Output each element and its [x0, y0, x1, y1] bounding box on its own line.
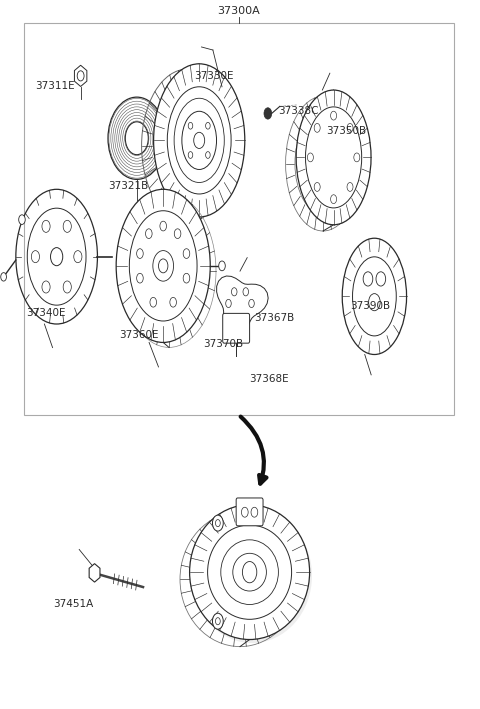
- Circle shape: [137, 273, 143, 283]
- Circle shape: [1, 273, 6, 281]
- Ellipse shape: [116, 189, 210, 342]
- Circle shape: [251, 507, 258, 517]
- Circle shape: [376, 272, 385, 286]
- Circle shape: [153, 250, 174, 281]
- Circle shape: [331, 195, 336, 203]
- Circle shape: [354, 153, 360, 162]
- Polygon shape: [216, 276, 268, 336]
- Circle shape: [314, 123, 320, 133]
- Ellipse shape: [154, 64, 245, 217]
- Bar: [24, 23, 454, 415]
- Circle shape: [188, 123, 193, 129]
- FancyBboxPatch shape: [223, 313, 250, 343]
- Text: 37321B: 37321B: [108, 181, 149, 191]
- Text: 37330E: 37330E: [194, 71, 234, 81]
- Ellipse shape: [182, 111, 216, 169]
- Circle shape: [242, 562, 257, 583]
- Circle shape: [249, 299, 254, 308]
- Circle shape: [314, 182, 320, 191]
- Ellipse shape: [190, 505, 310, 640]
- Circle shape: [158, 259, 168, 273]
- Circle shape: [42, 281, 50, 293]
- Ellipse shape: [295, 113, 351, 214]
- Circle shape: [137, 249, 143, 259]
- Text: 37370B: 37370B: [203, 339, 243, 349]
- Circle shape: [307, 153, 313, 162]
- Circle shape: [205, 152, 210, 158]
- Ellipse shape: [129, 211, 197, 321]
- Circle shape: [213, 515, 223, 531]
- Circle shape: [347, 182, 353, 191]
- Circle shape: [231, 288, 237, 296]
- Text: 37451A: 37451A: [53, 599, 94, 609]
- Circle shape: [226, 299, 231, 308]
- Circle shape: [183, 249, 190, 259]
- Circle shape: [63, 281, 72, 293]
- FancyBboxPatch shape: [236, 498, 263, 526]
- Circle shape: [331, 111, 336, 120]
- Circle shape: [264, 108, 272, 119]
- Ellipse shape: [167, 86, 231, 194]
- Ellipse shape: [27, 208, 86, 305]
- Polygon shape: [89, 564, 100, 582]
- Ellipse shape: [208, 525, 292, 620]
- Ellipse shape: [352, 257, 396, 336]
- Text: 37367B: 37367B: [254, 313, 295, 323]
- Circle shape: [216, 618, 220, 625]
- Circle shape: [213, 613, 223, 629]
- Text: 37390B: 37390B: [350, 301, 391, 311]
- Circle shape: [160, 221, 167, 231]
- Ellipse shape: [192, 508, 312, 643]
- Circle shape: [188, 152, 193, 158]
- Ellipse shape: [198, 532, 282, 627]
- Text: 37368E: 37368E: [249, 374, 288, 384]
- Circle shape: [31, 250, 39, 263]
- Ellipse shape: [296, 90, 371, 225]
- Circle shape: [243, 288, 249, 296]
- Text: 37340E: 37340E: [26, 308, 65, 318]
- Circle shape: [183, 273, 190, 283]
- Circle shape: [63, 220, 72, 233]
- Ellipse shape: [233, 553, 266, 591]
- Circle shape: [369, 294, 380, 311]
- Circle shape: [50, 247, 63, 266]
- Text: 37300A: 37300A: [217, 6, 260, 16]
- Text: 37360E: 37360E: [120, 330, 159, 340]
- Text: 37338C: 37338C: [278, 106, 319, 116]
- Circle shape: [363, 272, 373, 286]
- Circle shape: [194, 133, 204, 148]
- Circle shape: [74, 250, 82, 263]
- Circle shape: [42, 220, 50, 233]
- Circle shape: [170, 297, 177, 307]
- Circle shape: [150, 297, 156, 307]
- Circle shape: [241, 507, 248, 517]
- Ellipse shape: [342, 238, 407, 354]
- Circle shape: [19, 215, 25, 225]
- Circle shape: [145, 229, 152, 238]
- Text: 37350B: 37350B: [326, 126, 367, 136]
- Circle shape: [347, 123, 353, 133]
- Circle shape: [216, 520, 220, 527]
- Circle shape: [174, 229, 181, 238]
- Ellipse shape: [305, 107, 361, 208]
- Circle shape: [205, 123, 210, 129]
- Text: 37311E: 37311E: [35, 82, 74, 91]
- Circle shape: [219, 261, 225, 271]
